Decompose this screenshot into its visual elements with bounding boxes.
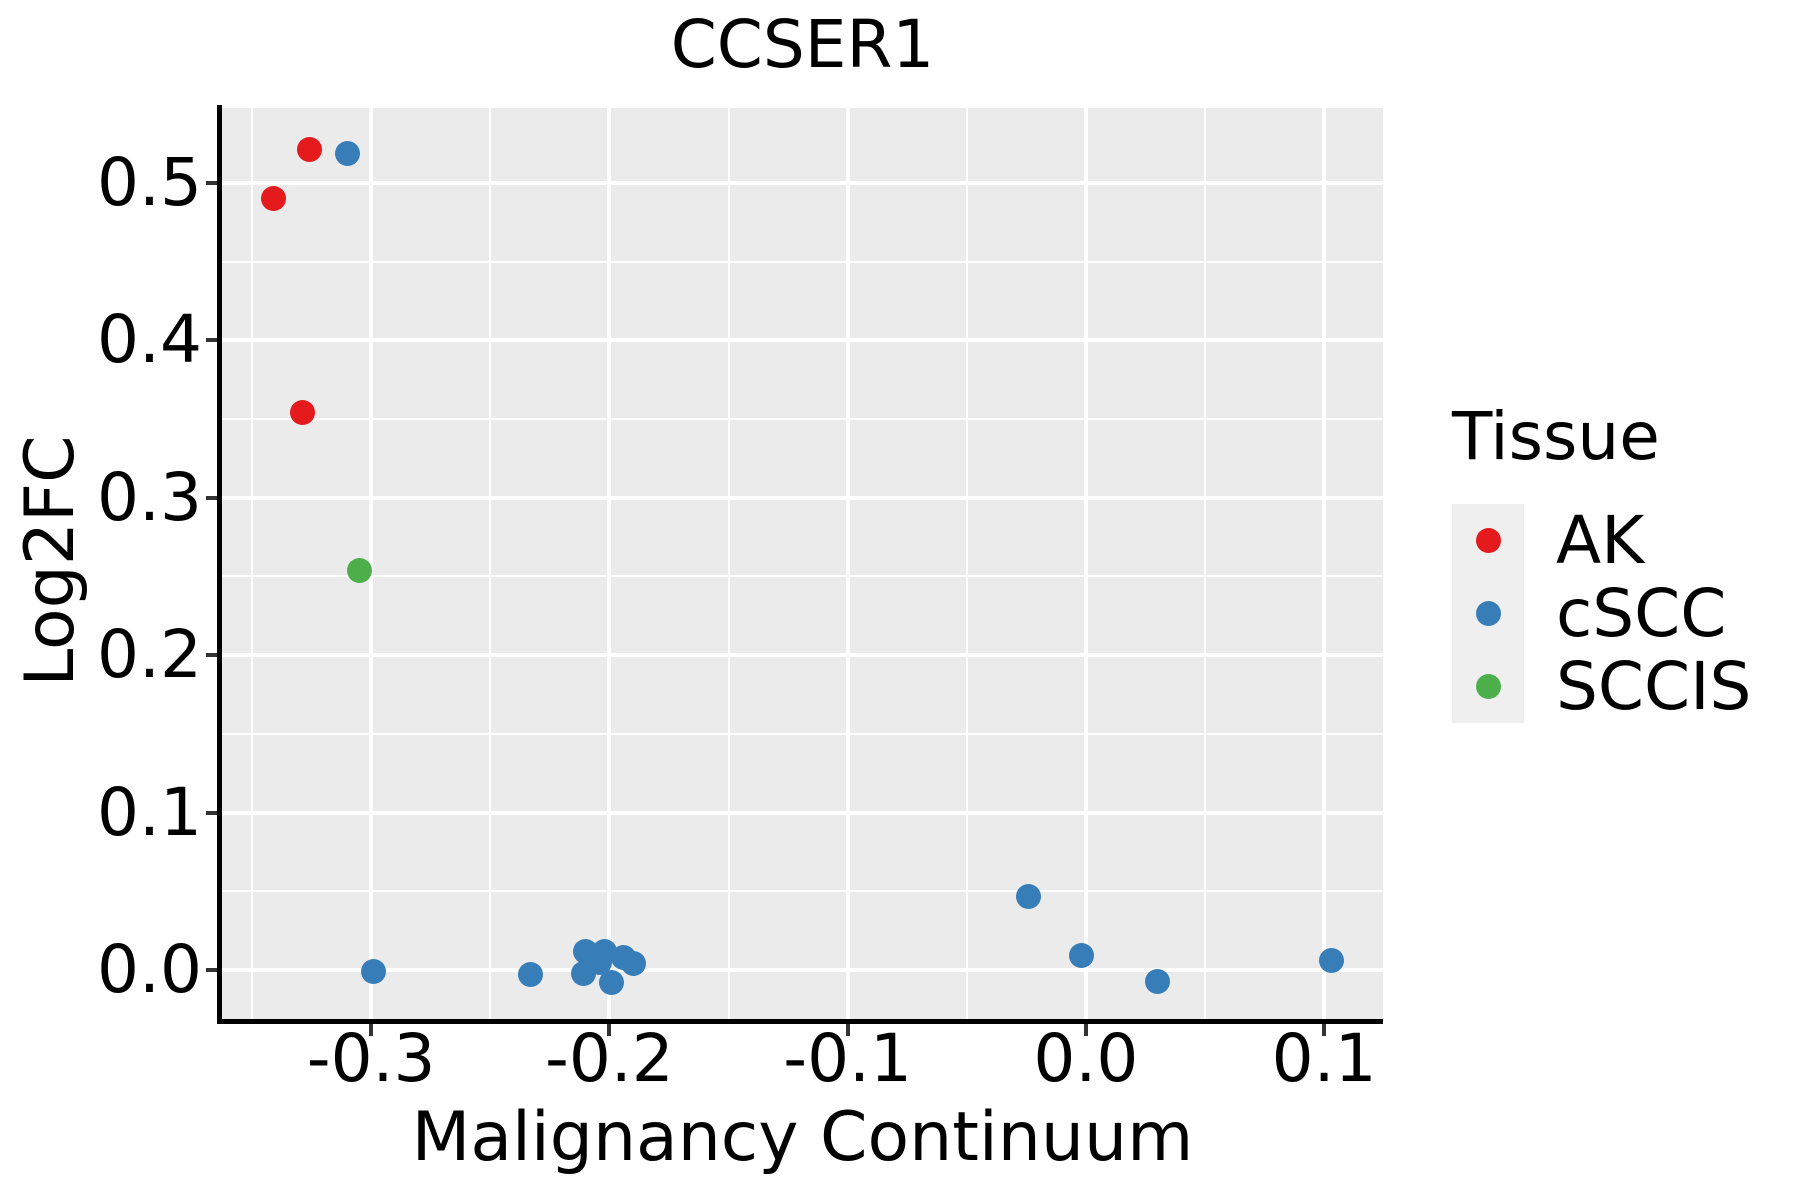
data-point-AK — [260, 186, 286, 212]
data-point-cSCC — [1318, 948, 1344, 974]
gridline-minor-x — [251, 108, 254, 1019]
gridline-major-x — [1083, 108, 1088, 1019]
gridline-minor-x — [489, 108, 492, 1019]
x-tick-label: -0.2 — [545, 1020, 674, 1097]
legend-key — [1452, 504, 1524, 577]
legend-swatch-AK — [1476, 528, 1501, 553]
data-point-cSCC — [518, 962, 544, 988]
gridline-major-x — [607, 108, 612, 1019]
gridline-minor-x — [727, 108, 730, 1019]
gridline-minor-y — [222, 418, 1383, 421]
legend-swatch-cSCC — [1476, 601, 1501, 626]
gridline-major-y — [222, 810, 1383, 815]
legend-swatch-SCCIS — [1476, 674, 1501, 699]
data-point-cSCC — [1068, 943, 1094, 969]
y-tick-label: 0.1 — [97, 773, 202, 851]
x-tick-label: -0.3 — [306, 1020, 436, 1097]
gridline-major-x — [369, 108, 374, 1019]
x-tick-label: -0.1 — [783, 1020, 913, 1097]
data-point-cSCC — [1144, 968, 1170, 994]
plot-title: CCSER1 — [670, 6, 935, 83]
y-tick-label: 0.4 — [97, 301, 202, 379]
gridline-major-y — [222, 338, 1383, 343]
y-tick — [206, 968, 217, 973]
legend-label: SCCIS — [1556, 648, 1752, 725]
x-tick-label: 0.0 — [1033, 1020, 1139, 1097]
data-point-cSCC — [334, 140, 360, 166]
y-tick-label: 0.3 — [97, 458, 202, 536]
data-point-SCCIS — [346, 557, 372, 583]
x-tick — [845, 1024, 850, 1036]
x-tick — [607, 1024, 612, 1036]
gridline-minor-y — [222, 260, 1383, 263]
legend-key — [1452, 577, 1524, 650]
gridline-minor-x — [965, 108, 968, 1019]
gridline-major-y — [222, 495, 1383, 500]
gridline-major-y — [222, 968, 1383, 973]
gridline-minor-x — [1204, 108, 1207, 1019]
legend-key — [1452, 650, 1524, 723]
y-tick — [206, 810, 217, 815]
legend-title: Tissue — [1452, 398, 1660, 475]
data-point-AK — [296, 137, 322, 163]
gridline-minor-y — [222, 732, 1383, 735]
gridline-major-x — [845, 108, 850, 1019]
plot-panel — [222, 108, 1383, 1019]
x-tick — [1083, 1024, 1088, 1036]
data-point-cSCC — [1016, 883, 1042, 909]
gridline-minor-y — [222, 575, 1383, 578]
data-point-cSCC — [599, 970, 625, 996]
y-tick-label: 0.0 — [97, 931, 202, 1009]
gridline-major-y — [222, 653, 1383, 658]
x-axis-title: Malignancy Continuum — [411, 1098, 1194, 1177]
y-axis-title: Log2FC — [11, 435, 90, 687]
data-point-AK — [289, 400, 315, 426]
gridline-minor-y — [222, 890, 1383, 893]
y-tick — [206, 180, 217, 185]
gridline-major-x — [1322, 108, 1327, 1019]
data-point-cSCC — [620, 951, 646, 977]
x-tick — [369, 1024, 374, 1036]
x-tick-label: 0.1 — [1271, 1020, 1377, 1097]
y-tick-label: 0.2 — [97, 616, 202, 694]
x-axis-line — [217, 1019, 1383, 1024]
gridline-major-y — [222, 180, 1383, 185]
y-tick — [206, 653, 217, 658]
x-tick — [1322, 1024, 1327, 1036]
legend-label: AK — [1556, 502, 1645, 579]
y-tick-label: 0.5 — [97, 143, 202, 221]
legend-label: cSCC — [1556, 575, 1727, 652]
y-tick — [206, 495, 217, 500]
y-tick — [206, 338, 217, 343]
y-axis-line — [217, 105, 222, 1024]
data-point-cSCC — [361, 959, 387, 985]
